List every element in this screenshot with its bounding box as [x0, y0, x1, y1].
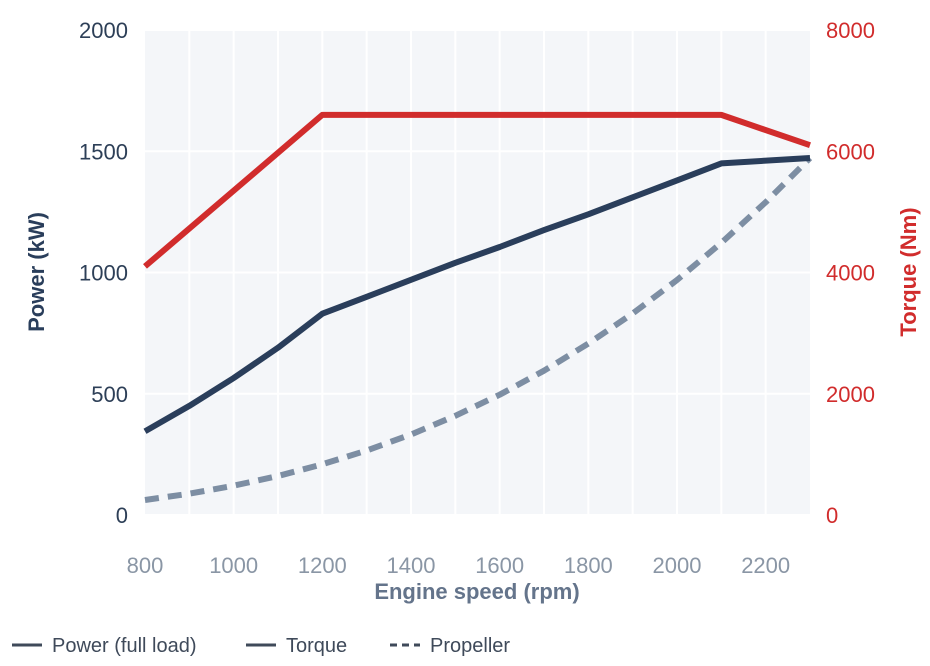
left-tick-label: 2000: [79, 18, 128, 43]
x-tick-label: 800: [127, 553, 164, 578]
right-tick-label: 6000: [826, 139, 875, 164]
legend-label: Torque: [286, 635, 347, 657]
x-tick-label: 1800: [564, 553, 613, 578]
series-lines: [143, 111, 813, 503]
right-tick-label: 0: [826, 503, 838, 528]
left-tick-label: 1500: [79, 139, 128, 164]
x-tick-label: 1000: [209, 553, 258, 578]
right-tick-label: 8000: [826, 18, 875, 43]
series-line-propeller: [144, 155, 813, 503]
x-tick-label: 2000: [653, 553, 702, 578]
series-line-power-full-load: [143, 155, 811, 434]
series-line-torque: [143, 111, 811, 269]
left-tick-label: 1000: [79, 261, 128, 286]
right-axis-title: Torque (Nm): [896, 207, 921, 336]
legend: Power (full load) Torque Propeller: [12, 635, 510, 657]
left-axis-title: Power (kW): [24, 212, 49, 332]
legend-label: Power (full load): [52, 635, 197, 657]
left-tick-label: 500: [91, 382, 128, 407]
gridlines: [145, 29, 810, 516]
right-tick-label: 4000: [826, 261, 875, 286]
x-tick-label: 1600: [475, 553, 524, 578]
x-tick-label: 1200: [298, 553, 347, 578]
right-tick-label: 2000: [826, 382, 875, 407]
x-tick-label: 1400: [387, 553, 436, 578]
x-tick-label: 2200: [741, 553, 790, 578]
tick-labels: 0 500 1000 1500 2000 0 2000 4000 6000 8000 800 1000…: [79, 18, 875, 578]
left-tick-label: 0: [116, 503, 128, 528]
x-axis-title: Engine speed (rpm): [374, 579, 579, 604]
legend-label: Propeller: [430, 635, 510, 657]
